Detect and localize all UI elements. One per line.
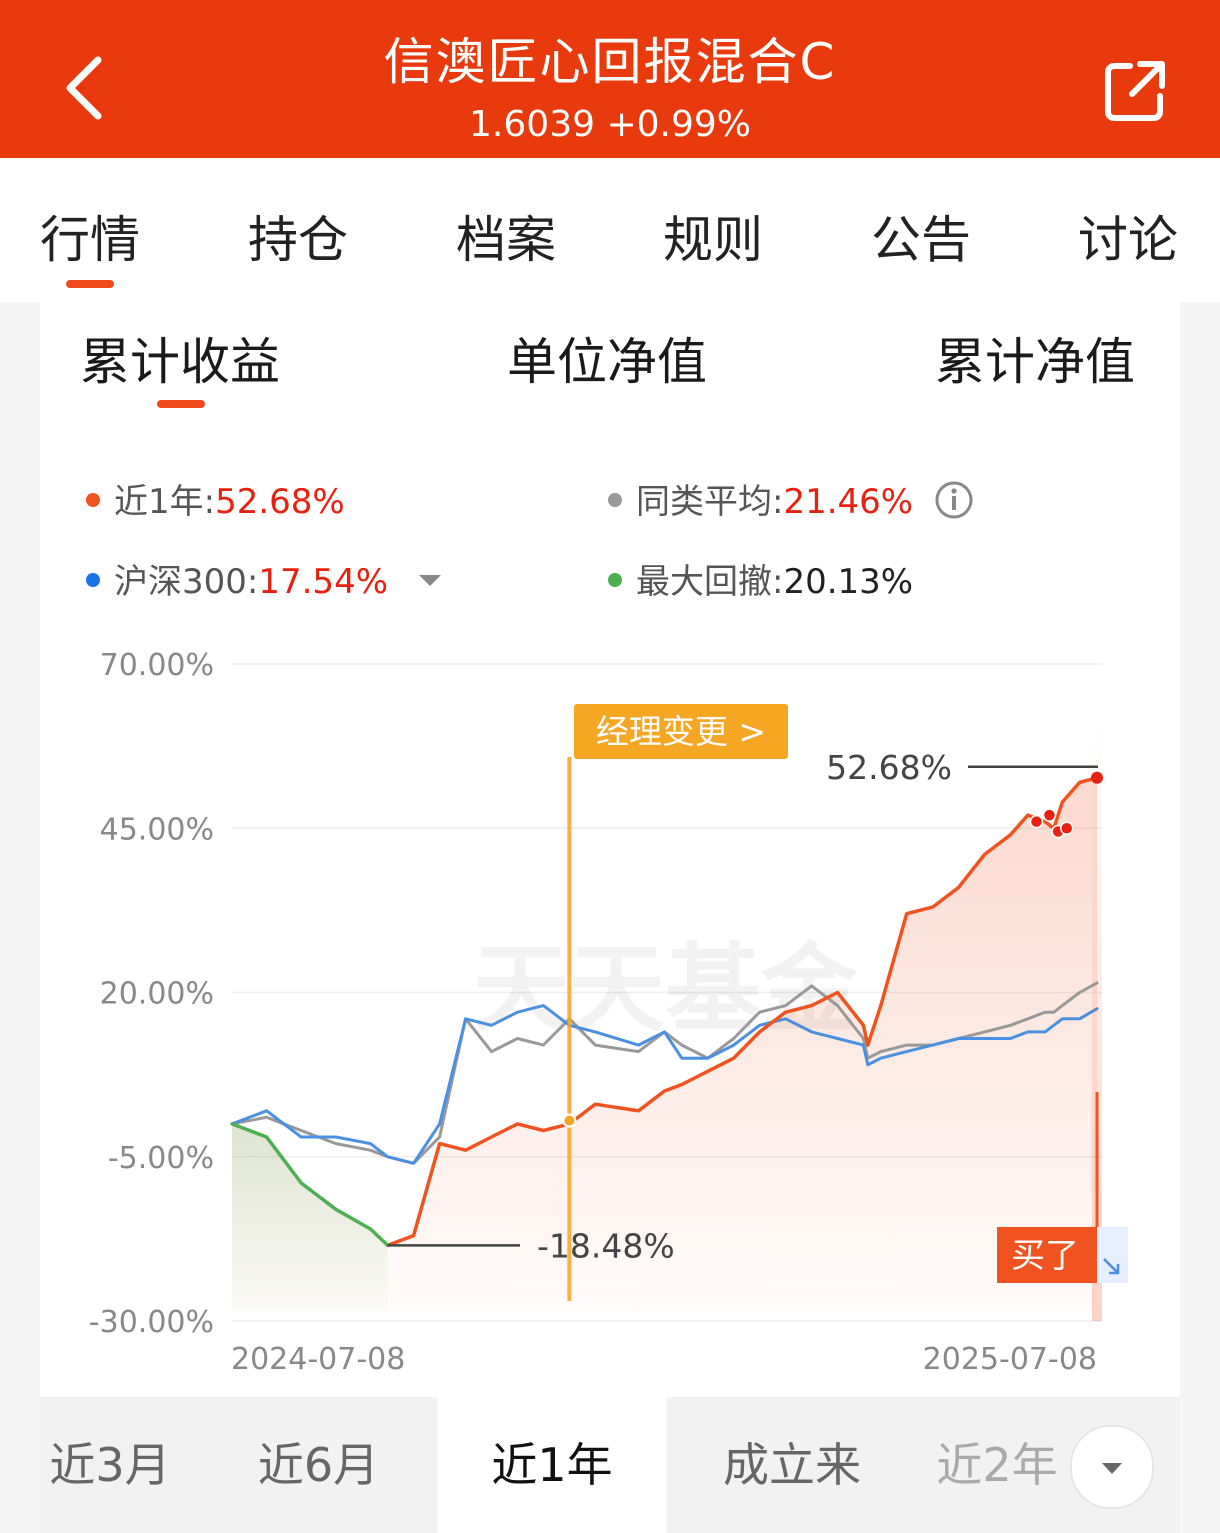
active-tab-indicator — [66, 280, 114, 288]
period-1y[interactable]: 近1年 — [437, 1397, 667, 1533]
drawdown-area-fill — [232, 1123, 388, 1311]
main-tabs: 行情 持仓 档案 规则 公告 讨论 — [0, 158, 1220, 302]
drawdown-legend-dot — [608, 572, 622, 587]
y-tick-label: 20.00% — [100, 977, 214, 1012]
x-end-label: 2025-07-08 — [923, 1342, 1097, 1377]
period-6m[interactable]: 近6月 — [257, 1438, 380, 1492]
trade-point[interactable] — [1029, 814, 1044, 829]
cumulative-return-chart[interactable]: 天天基金 70.00%45.00%20.00%-5.00%-30.00% 202… — [0, 302, 1220, 1397]
tab-holdings[interactable]: 持仓 — [248, 211, 348, 269]
trade-point[interactable] — [1042, 808, 1057, 822]
subtab-cumulative-nav[interactable]: 累计净值 — [935, 333, 1135, 391]
manager-change-label: 经理变更 > — [596, 712, 766, 751]
fund-legend-dot — [86, 492, 100, 507]
share-button[interactable] — [1100, 56, 1170, 126]
period-since-inception[interactable]: 成立来 — [723, 1438, 861, 1492]
stat-index-return[interactable]: 沪深300:17.54% — [86, 554, 445, 603]
stat-dd-value: 20.13% — [783, 562, 914, 602]
series-index-line — [230, 1004, 1099, 1165]
caret-down-icon[interactable] — [415, 570, 445, 590]
active-subtab-indicator — [157, 400, 205, 408]
buy-badge-side — [1097, 1227, 1128, 1283]
stat-max-drawdown: 最大回撤:20.13% — [608, 554, 913, 603]
stat-index-value: 17.54% — [258, 562, 389, 602]
manager-change-badge-bg — [574, 704, 788, 759]
caret-down-icon — [1102, 1463, 1122, 1474]
y-tick-label: -5.00% — [108, 1141, 214, 1176]
x-start-label: 2024-07-08 — [231, 1342, 405, 1377]
tab-discussion[interactable]: 讨论 — [1078, 211, 1178, 269]
fund-area-fill — [232, 777, 1097, 1311]
buy-badge[interactable]: 买了 — [997, 1227, 1128, 1283]
period-3m[interactable]: 近3月 — [49, 1438, 171, 1492]
app-header: 信澳匠心回报混合C 1.6039 +0.99% — [0, 0, 1220, 158]
min-value-label: -18.48% — [537, 1226, 675, 1265]
stat-fund-label: 近1年: — [114, 482, 216, 522]
fund-nav-change: 1.6039 +0.99% — [469, 104, 751, 145]
average-legend-dot — [608, 492, 622, 507]
share-icon — [1105, 61, 1165, 121]
y-tick-label: 45.00% — [100, 812, 214, 847]
y-tick-label: -30.00% — [89, 1305, 214, 1340]
more-periods-button[interactable] — [1070, 1425, 1154, 1509]
tab-announcements[interactable]: 公告 — [871, 211, 971, 269]
period-selector: 近3月 近6月 近1年 成立来 近2年 — [40, 1397, 1180, 1533]
subtab-cumulative-return[interactable]: 累计收益 — [80, 333, 280, 391]
tab-profile[interactable]: 档案 — [456, 211, 556, 269]
fund-title: 信澳匠心回报混合C — [383, 33, 837, 91]
chevron-left-icon — [66, 56, 102, 120]
buy-label: 买了 — [1011, 1236, 1079, 1276]
stat-dd-label: 最大回撤: — [636, 562, 784, 602]
back-button[interactable] — [58, 50, 118, 126]
series-drawdown-line — [230, 1122, 390, 1248]
manager-change-badge[interactable]: 经理变更 > — [574, 704, 788, 759]
expand-arrow-icon — [1103, 1258, 1120, 1275]
stat-avg-value: 21.46% — [783, 482, 914, 522]
stat-avg-label: 同类平均: — [636, 482, 784, 522]
index-legend-dot — [86, 572, 100, 587]
stat-fund-return: 近1年:52.68% — [86, 474, 345, 523]
tab-rules[interactable]: 规则 — [663, 211, 763, 269]
stat-category-average: 同类平均:21.46% — [608, 474, 974, 524]
buy-badge-bg — [997, 1227, 1097, 1283]
y-tick-label: 70.00% — [100, 648, 214, 683]
fund-end-point — [1091, 771, 1103, 784]
info-icon[interactable] — [934, 480, 974, 520]
trade-point[interactable] — [1059, 821, 1074, 835]
max-value-label: 52.68% — [826, 748, 952, 787]
tab-market[interactable]: 行情 — [40, 211, 140, 269]
stat-index-label: 沪深300: — [114, 562, 259, 602]
subtab-unit-nav[interactable]: 单位净值 — [507, 333, 707, 391]
stat-fund-value: 52.68% — [215, 482, 345, 522]
manager-change-point — [562, 1113, 577, 1128]
end-marker-band — [1092, 722, 1102, 1321]
series-fund-line — [385, 776, 1099, 1248]
period-2y[interactable]: 近2年 — [936, 1438, 1058, 1492]
